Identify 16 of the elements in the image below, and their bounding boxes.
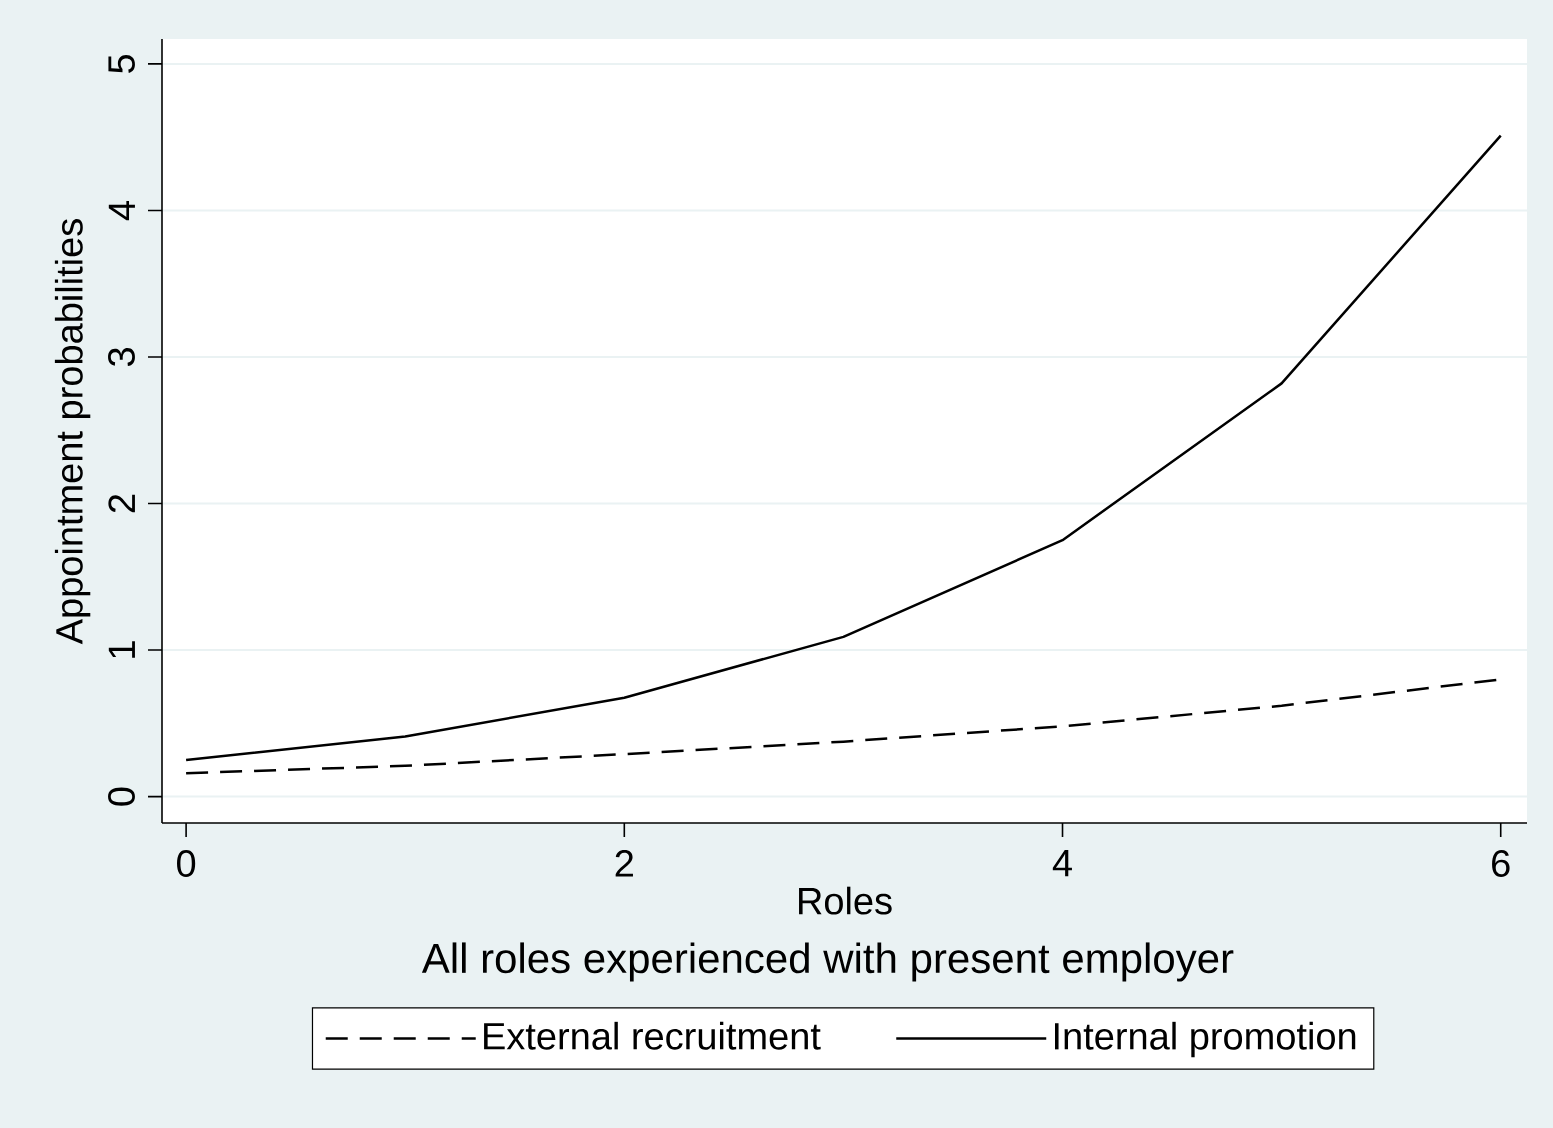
x-axis-title: Roles xyxy=(799,886,892,915)
legend-label: External recruitment xyxy=(484,1021,821,1050)
y-axis-title: Appointment probabilities xyxy=(54,219,91,645)
x-tick-label: 2 xyxy=(615,850,633,877)
x-tick-label: 4 xyxy=(1052,850,1072,877)
y-tick-label: 2 xyxy=(108,494,135,513)
line-series xyxy=(184,134,1502,762)
y-tick-label: 4 xyxy=(108,200,135,221)
legend-label: Internal promotion xyxy=(1055,1021,1356,1058)
x-tick-label: 0 xyxy=(177,850,196,877)
y-tick-label: 1 xyxy=(108,641,135,658)
x-tick-label: 6 xyxy=(1492,850,1510,877)
y-tick-label: 0 xyxy=(108,787,135,806)
y-tick-label: 5 xyxy=(108,54,135,73)
y-tick-label: 3 xyxy=(108,348,135,367)
text: All roles experienced with present employer xyxy=(421,942,1234,982)
